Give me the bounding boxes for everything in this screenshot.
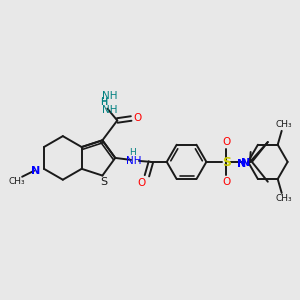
Text: S: S [222, 156, 231, 170]
Text: O: O [222, 137, 230, 147]
Text: CH₃: CH₃ [275, 194, 292, 203]
Text: N: N [242, 158, 250, 168]
Text: H: H [100, 98, 107, 107]
Text: CH₃: CH₃ [9, 177, 26, 186]
Text: O: O [138, 178, 146, 188]
Text: H: H [101, 97, 108, 107]
Text: NH: NH [126, 156, 142, 166]
Text: CH₃: CH₃ [275, 120, 292, 129]
Text: NH: NH [102, 105, 117, 115]
Text: O: O [133, 113, 141, 124]
Text: N: N [237, 159, 247, 169]
Text: O: O [222, 177, 230, 187]
Text: H: H [129, 148, 135, 158]
Text: S: S [100, 178, 107, 188]
Text: N: N [32, 166, 40, 176]
Text: NH: NH [102, 91, 117, 101]
